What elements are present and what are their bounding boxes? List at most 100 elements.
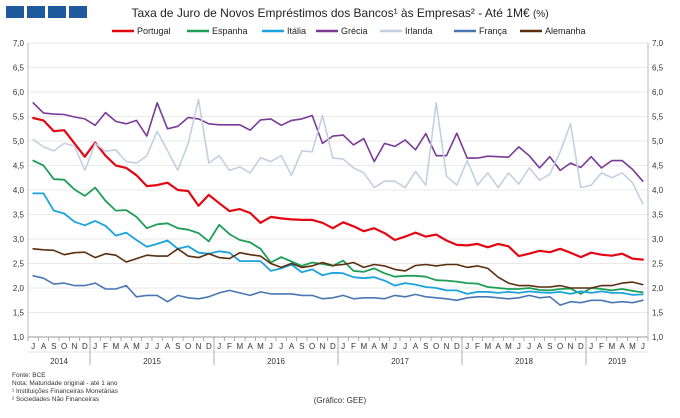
month-label-21: A — [247, 342, 253, 351]
y-tick-right-3: 2,5 — [652, 260, 664, 269]
y-tick-right-6: 4,0 — [652, 186, 664, 195]
legend-label-portugal: Portugal — [137, 26, 171, 36]
year-label-2017: 2017 — [391, 357, 409, 366]
month-label-26: S — [299, 342, 304, 351]
y-tick-left-8: 5,0 — [13, 137, 25, 146]
logo-block-2 — [27, 6, 45, 18]
month-label-33: A — [371, 342, 377, 351]
series-line-itália — [32, 192, 644, 296]
y-tick-right-7: 4,5 — [652, 162, 664, 171]
y-tick-right-2: 2,0 — [652, 284, 664, 293]
month-label-3: O — [61, 342, 67, 351]
y-tick-left-11: 6,5 — [13, 64, 25, 73]
series-line-irlanda — [32, 98, 644, 205]
month-label-50: S — [547, 342, 552, 351]
month-label-52: N — [568, 342, 574, 351]
month-label-54: J — [589, 342, 593, 351]
y-tick-left-12: 7,0 — [13, 39, 25, 48]
month-label-19: F — [227, 342, 232, 351]
month-label-56: M — [608, 342, 615, 351]
logo-block-3 — [48, 6, 66, 18]
month-label-42: J — [465, 342, 469, 351]
month-label-5: D — [82, 342, 88, 351]
month-label-14: S — [175, 342, 180, 351]
month-label-9: A — [123, 342, 129, 351]
legend-label-alemanha: Alemanha — [545, 26, 586, 36]
footnote-note: Nota: Maturidade original - até 1 ano — [12, 380, 118, 387]
month-label-30: J — [341, 342, 345, 351]
month-label-40: N — [444, 342, 450, 351]
y-tick-left-1: 1,5 — [13, 309, 25, 318]
month-label-57: A — [619, 342, 625, 351]
month-label-10: M — [133, 342, 140, 351]
month-label-24: J — [279, 342, 283, 351]
month-label-1: A — [41, 342, 47, 351]
y-tick-right-4: 3,0 — [652, 235, 664, 244]
month-label-37: A — [413, 342, 419, 351]
footnote-source: Fonte: BCE — [12, 372, 46, 379]
y-tick-left-3: 2,5 — [13, 260, 25, 269]
month-label-29: D — [330, 342, 336, 351]
y-tick-left-4: 3,0 — [13, 235, 25, 244]
month-label-2: S — [51, 342, 56, 351]
month-label-32: M — [360, 342, 367, 351]
year-label-2018: 2018 — [515, 357, 533, 366]
month-label-45: A — [495, 342, 501, 351]
month-label-7: F — [103, 342, 108, 351]
legend-label-espanha: Espanha — [212, 26, 248, 36]
month-label-59: J — [641, 342, 645, 351]
month-label-22: M — [257, 342, 264, 351]
month-label-16: N — [196, 342, 202, 351]
y-tick-right-10: 6,0 — [652, 88, 664, 97]
month-label-0: J — [31, 342, 35, 351]
series-line-alemanha — [32, 248, 644, 289]
month-label-41: D — [454, 342, 460, 351]
month-label-35: J — [393, 342, 397, 351]
y-tick-left-10: 6,0 — [13, 88, 25, 97]
month-label-31: F — [351, 342, 356, 351]
chart-title-unit: (%) — [532, 9, 549, 20]
footnote-2: ² Sociedades Não Financeiras — [12, 396, 100, 403]
month-label-48: J — [527, 342, 531, 351]
y-tick-left-6: 4,0 — [13, 186, 25, 195]
legend-label-grécia: Grécia — [341, 26, 368, 36]
month-label-8: M — [112, 342, 119, 351]
series-line-portugal — [32, 116, 644, 261]
month-label-27: O — [309, 342, 315, 351]
y-tick-right-1: 1,5 — [652, 309, 664, 318]
month-label-43: F — [475, 342, 480, 351]
y-tick-right-0: 1,0 — [652, 333, 664, 342]
month-label-46: M — [505, 342, 512, 351]
year-label-2015: 2015 — [143, 357, 161, 366]
month-label-25: A — [289, 342, 295, 351]
y-tick-left-5: 3,5 — [13, 211, 25, 220]
month-label-51: O — [557, 342, 563, 351]
chart-credit: (Gráfico: GEE) — [313, 396, 367, 405]
month-label-6: J — [93, 342, 97, 351]
y-tick-left-9: 5,5 — [13, 113, 25, 122]
month-label-34: M — [381, 342, 388, 351]
month-label-13: A — [165, 342, 171, 351]
legend-label-frança: França — [479, 26, 507, 36]
y-tick-right-8: 5,0 — [652, 137, 664, 146]
month-label-55: F — [599, 342, 604, 351]
y-tick-right-9: 5,5 — [652, 113, 664, 122]
month-label-28: N — [320, 342, 326, 351]
year-label-2014: 2014 — [50, 357, 68, 366]
month-label-39: O — [433, 342, 439, 351]
gee-logo — [6, 6, 87, 18]
month-label-53: D — [578, 342, 584, 351]
month-label-38: S — [423, 342, 428, 351]
y-tick-left-7: 4,5 — [13, 162, 25, 171]
series-line-grécia — [32, 102, 644, 182]
y-tick-right-5: 3,5 — [652, 211, 664, 220]
legend-label-itália: Itália — [287, 26, 306, 36]
chart-title: Taxa de Juro de Novos Empréstimos dos Ba… — [0, 6, 680, 20]
logo-block-4 — [69, 6, 87, 18]
logo-block-1 — [6, 6, 24, 18]
month-label-23: J — [269, 342, 273, 351]
chart-title-main: Taxa de Juro de Novos Empréstimos dos Ba… — [131, 6, 530, 20]
y-tick-right-11: 6,5 — [652, 64, 664, 73]
series-line-espanha — [32, 159, 644, 295]
